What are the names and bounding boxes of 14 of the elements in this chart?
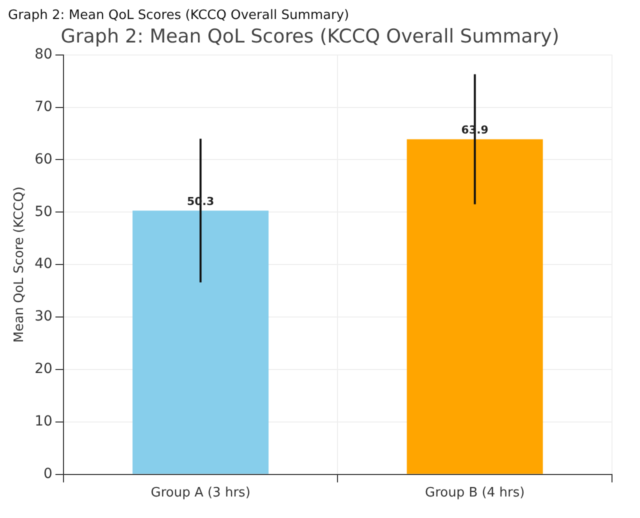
y-tick-label: 70 [34,98,52,115]
y-tick-label: 60 [34,151,52,168]
y-tick-label: 0 [43,466,52,482]
y-tick-label: 10 [34,414,52,430]
y-tick-label: 20 [34,361,52,378]
y-tick-label: 50 [34,204,52,220]
y-tick-label: 80 [34,46,52,62]
y-tick-label: 40 [34,256,52,272]
x-tick-label: Group A (3 hrs) [150,486,250,501]
caption: Graph 2: Mean QoL Scores (KCCQ Overall Summary) [8,8,350,24]
y-axis-title: Mean QoL Score (KCCQ) [12,186,28,343]
x-tick-label: Group B (4 hrs) [425,486,525,501]
y-tick-label: 30 [34,308,52,325]
chart-title: Graph 2: Mean QoL Scores (KCCQ Overall Summary) [60,25,560,48]
